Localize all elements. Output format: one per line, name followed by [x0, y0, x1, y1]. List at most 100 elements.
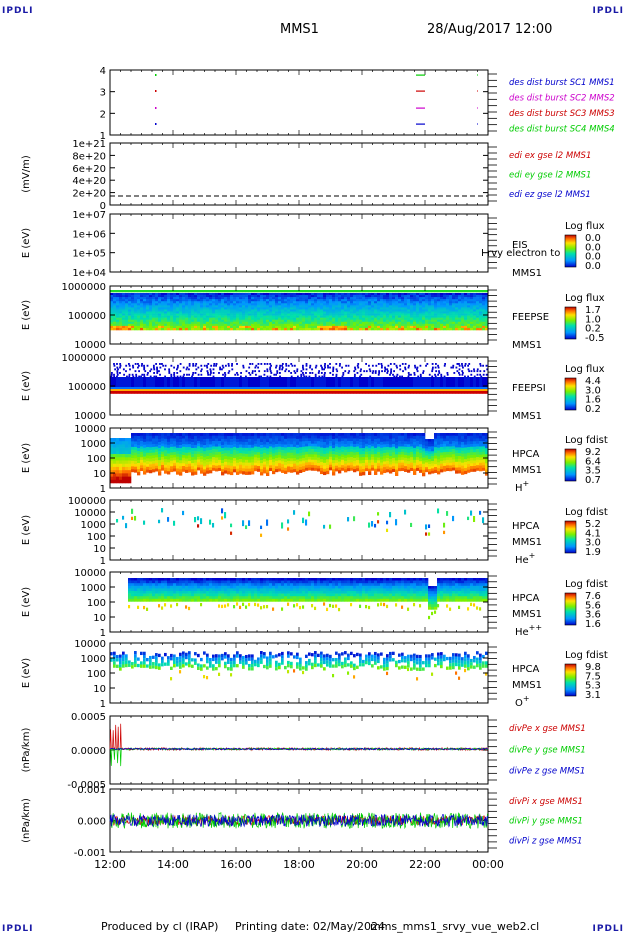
- hpca_he-cbar-tick: 1.9: [585, 547, 601, 558]
- edi-ytick: 0: [100, 201, 106, 212]
- hpca_hepp-cbar-tick: 3.6: [585, 610, 601, 621]
- feepse-heatmap: [110, 290, 489, 331]
- datetime-title: 28/Aug/2017 12:00: [427, 22, 553, 37]
- hpca_o-species: O+: [515, 694, 530, 709]
- hpca_h-cbar-tick: 6.4: [585, 456, 601, 467]
- divpe-legend-2: divPe y gse MMS1: [509, 745, 586, 755]
- feepse-cbar-tick: -0.5: [585, 333, 605, 344]
- edi-ytick: 1e+21: [72, 139, 106, 150]
- edi-ytick: 6e+20: [72, 164, 106, 175]
- xaxis-tick-label: 20:00: [346, 858, 378, 871]
- hpca_he-cbar-tick: 4.1: [585, 528, 601, 539]
- hpca_he-frame: [109, 499, 489, 561]
- divpe-legend-1: divPe x gse MMS1: [509, 724, 586, 734]
- burst-ytick: 3: [100, 88, 106, 99]
- feepsi-colorbar: [564, 377, 577, 411]
- hpca_hepp-cbar-tick: 1.6: [585, 619, 601, 630]
- eis-ytick: 1e+07: [72, 210, 106, 221]
- hpca_he-ytick: 1: [100, 556, 106, 567]
- corner-mark-top-left: IPDLI: [2, 6, 34, 16]
- footer-produced: Produced by cl (IRAP): [101, 920, 219, 933]
- hpca_hepp-cbar-tick: 7.6: [585, 591, 601, 602]
- hpca_hepp-ytick: 10: [93, 613, 106, 624]
- hpca_o-heatmap: [110, 651, 488, 681]
- burst-legend-1: des dist burst SC1 MMS1: [509, 78, 615, 88]
- feepse-ylabel: E (eV): [21, 300, 32, 330]
- hpca_hepp-ytick: 1: [100, 628, 106, 639]
- hpca_he-heatmap: [116, 508, 485, 537]
- feepse-ytick: 10000: [74, 340, 106, 351]
- hpca_h-heatmap: [110, 433, 489, 484]
- feepsi-ytick: 100000: [68, 382, 106, 393]
- edi-ytick: 2e+20: [72, 189, 106, 200]
- hpca_he-instrument: HPCA: [512, 521, 540, 532]
- hpca_he-ytick: 1000: [81, 520, 106, 531]
- hpca_h-ytick: 10000: [74, 424, 106, 435]
- divpi-ytick: -0.001: [74, 848, 106, 859]
- spacecraft-title: MMS1: [280, 22, 319, 37]
- hpca_he-ytick: 100: [87, 532, 106, 543]
- edi-ylabel: (mV/m): [21, 155, 32, 193]
- hpca_hepp-instrument: HPCA: [512, 593, 540, 604]
- hpca_hepp-heatmap: [128, 578, 489, 620]
- burst-ytick: 4: [100, 66, 106, 77]
- hpca_o-ytick: 100: [87, 669, 106, 680]
- eis-spacecraft: MMS1: [512, 268, 542, 279]
- feepse-cbar-title: Log flux: [565, 293, 605, 304]
- burst-ytick: 2: [100, 109, 106, 120]
- feepsi-cbar-tick: 3.0: [585, 385, 601, 396]
- feepsi-ytick: 1000000: [61, 353, 106, 364]
- burst-ytick: 1: [100, 131, 106, 142]
- burst-burst-mark: [477, 123, 478, 125]
- burst-burst-mark: [416, 90, 425, 92]
- hpca_hepp-colorbar: [564, 592, 577, 626]
- hpca_he-ylabel: E (eV): [21, 515, 32, 545]
- hpca_h-cbar-title: Log fdist: [565, 435, 608, 446]
- hpca_o-ylabel: E (eV): [21, 658, 32, 688]
- edi-ytick: 4e+20: [72, 176, 106, 187]
- feepsi-spacecraft: MMS1: [512, 411, 542, 422]
- footer-printing-date: Printing date: 02/May/2024: [235, 920, 385, 933]
- divpe-series-1: [109, 723, 489, 752]
- hpca_he-ytick: 10000: [74, 508, 106, 519]
- hpca_h-ylabel: E (eV): [21, 443, 32, 473]
- divpe-ytick: 0.0005: [71, 712, 106, 723]
- xaxis-tick-label: 12:00: [94, 858, 126, 871]
- feepse-ytick: 100000: [68, 311, 106, 322]
- corner-mark-bottom-right: IPDLI: [592, 924, 624, 934]
- eis-ylabel: E (eV): [21, 228, 32, 258]
- eis-frame: [109, 213, 489, 273]
- divpi-ylabel: (nPa/km): [21, 798, 32, 843]
- eis-ytick: 1e+05: [72, 249, 106, 260]
- divpe-ylabel: (nPa/km): [21, 728, 32, 773]
- hpca_hepp-ytick: 1000: [81, 583, 106, 594]
- feepse-cbar-tick: 0.2: [585, 324, 601, 335]
- edi-legend-1: edi ex gse l2 MMS1: [509, 151, 591, 161]
- feepsi-ytick: 10000: [74, 411, 106, 422]
- divpe-series-2: [109, 746, 489, 767]
- hpca_o-cbar-tick: 9.8: [585, 662, 601, 673]
- eis-cbar-tick: 0.0: [585, 242, 601, 253]
- divpe-ytick: 0.0000: [71, 746, 106, 757]
- hpca_hepp-spacecraft: MMS1: [512, 609, 542, 620]
- hpca_o-colorbar: [564, 663, 577, 697]
- hpca_h-species: H+: [515, 479, 529, 494]
- corner-mark-bottom-left: IPDLI: [2, 924, 34, 934]
- divpi-ytick: 0.001: [77, 785, 106, 796]
- footer-script-name: mms_mms1_srvy_vue_web2.cl: [370, 920, 540, 933]
- eis-overlay-text: I rvy electron to: [481, 248, 560, 259]
- divpi-legend-3: divPi z gse MMS1: [509, 836, 582, 846]
- divpe-legend-3: divPe z gse MMS1: [509, 767, 585, 777]
- hpca_hepp-ytick: 10000: [74, 568, 106, 579]
- hpca_h-ytick: 1: [100, 484, 106, 495]
- hpca_h-instrument: HPCA: [512, 449, 540, 460]
- divpi-series-3: [109, 813, 489, 828]
- feepse-colorbar: [564, 306, 577, 340]
- hpca_he-spacecraft: MMS1: [512, 537, 542, 548]
- divpi-ytick: 0.000: [77, 817, 106, 828]
- hpca_o-ytick: 1000: [81, 654, 106, 665]
- edi-legend-2: edi ey gse l2 MMS1: [509, 170, 591, 180]
- feepsi-instrument: FEEPSI: [512, 383, 546, 394]
- divpi-legend-2: divPi y gse MMS1: [509, 817, 583, 827]
